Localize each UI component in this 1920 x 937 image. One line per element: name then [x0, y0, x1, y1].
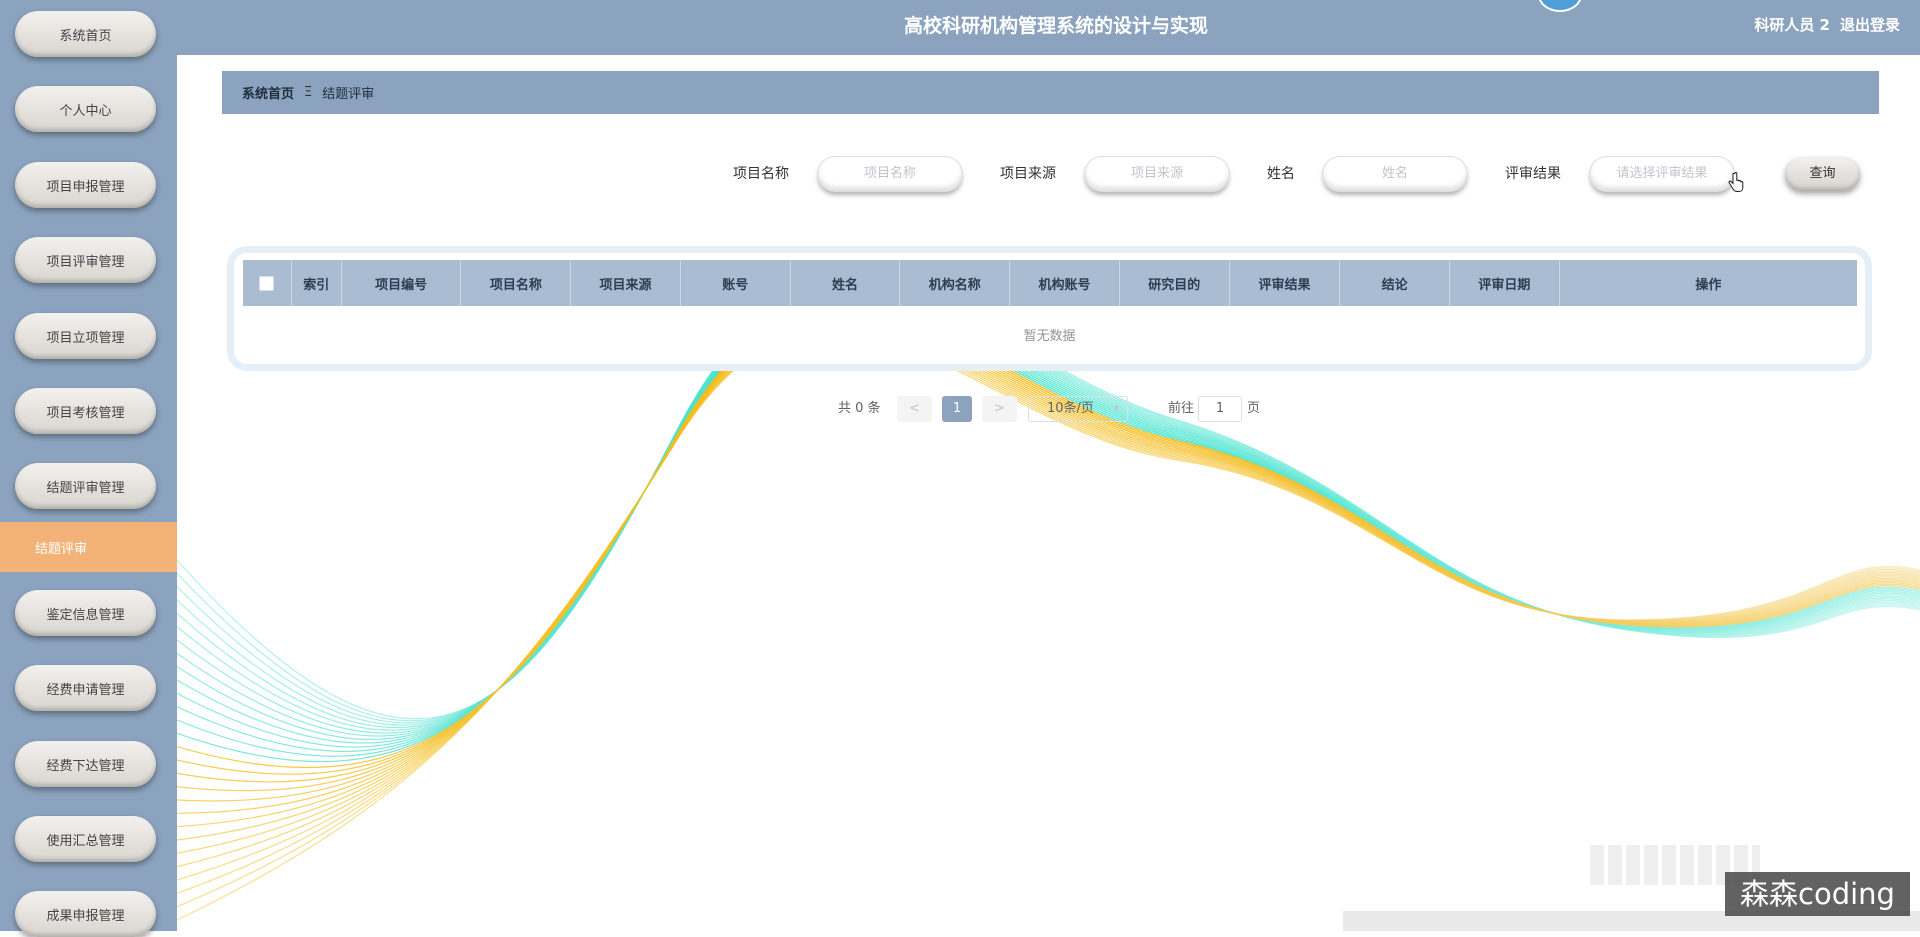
sidebar-item-home[interactable]: 系统首页	[15, 11, 156, 57]
col-header-review-date: 评审日期	[1450, 260, 1560, 306]
sidebar-item-project-application[interactable]: 项目申报管理	[15, 162, 156, 208]
username: 科研人员 2	[1754, 16, 1830, 34]
bottom-bar	[1343, 911, 1920, 931]
review-result-label: 评审结果	[1505, 166, 1561, 182]
col-header-actions: 操作	[1695, 277, 1722, 293]
col-header-project-name: 项目名称	[461, 260, 572, 306]
project-source-input[interactable]: 项目来源	[1085, 157, 1229, 191]
logout-link[interactable]: 退出登录	[1839, 16, 1900, 34]
page-suffix: 页	[1247, 401, 1261, 416]
top-header: 高校科研机构管理系统的设计与实现 科研人员 2 退出登录	[177, 0, 1920, 55]
app-title: 高校科研机构管理系统的设计与实现	[903, 15, 1208, 37]
sidebar-item-achievement-application[interactable]: 成果申报管理	[15, 891, 156, 937]
chevron-down-icon: ▾	[1113, 403, 1119, 414]
sidebar-item-project-assessment[interactable]: 项目考核管理	[15, 388, 156, 434]
breadcrumb-separator: Ξ	[304, 85, 313, 100]
sidebar-item-funding-application[interactable]: 经费申请管理	[15, 665, 156, 711]
table-header: 索引 项目编号 项目名称 项目来源 账号 姓名 机构名称 机构账号 研究目的 评…	[243, 260, 1857, 306]
user-area: 科研人员 2 退出登录	[1744, 0, 1900, 50]
col-header-project-source: 项目来源	[571, 260, 681, 306]
col-header-org-account: 机构账号	[1010, 260, 1120, 306]
select-all-checkbox[interactable]	[259, 275, 275, 291]
col-header-conclusion: 结论	[1340, 260, 1451, 306]
sidebar-subitem-completion-review[interactable]: 结题评审	[0, 522, 177, 572]
next-page-button[interactable]: >	[982, 396, 1017, 422]
project-name-label: 项目名称	[733, 166, 789, 182]
prev-page-button[interactable]: <	[897, 396, 932, 422]
sidebar-item-project-review[interactable]: 项目评审管理	[15, 237, 156, 283]
pagination-total: 共 0 条	[838, 401, 881, 416]
col-header-index: 索引	[292, 260, 342, 306]
sidebar-item-completion-review[interactable]: 结题评审管理	[15, 463, 156, 509]
query-button[interactable]: 查询	[1785, 157, 1860, 191]
background-waves	[177, 282, 1920, 921]
col-header-project-no: 项目编号	[342, 260, 462, 306]
data-table: 索引 项目编号 项目名称 项目来源 账号 姓名 机构名称 机构账号 研究目的 评…	[227, 246, 1872, 371]
empty-text: 暂无数据	[1023, 329, 1076, 344]
sidebar-item-project-approval[interactable]: 项目立项管理	[15, 313, 156, 359]
watermark: 森森coding	[1725, 872, 1910, 916]
hand-cursor-icon	[1728, 172, 1744, 192]
page-size-value: 10条/页	[1047, 401, 1094, 416]
sidebar-item-usage-summary[interactable]: 使用汇总管理	[15, 816, 156, 862]
col-header-research-purpose: 研究目的	[1120, 260, 1230, 306]
breadcrumb: 系统首页 Ξ 结题评审	[222, 71, 1879, 114]
breadcrumb-home[interactable]: 系统首页	[242, 87, 295, 102]
col-header-account: 账号	[681, 260, 791, 306]
goto-page-input[interactable]: 1	[1198, 396, 1242, 422]
project-source-label: 项目来源	[1000, 166, 1056, 182]
col-header-name: 姓名	[791, 260, 901, 306]
sidebar-item-funding-allocation[interactable]: 经费下达管理	[15, 741, 156, 787]
col-header-review-result: 评审结果	[1230, 260, 1341, 306]
goto-label: 前往	[1168, 401, 1195, 416]
review-result-select[interactable]: 请选择评审结果	[1590, 157, 1734, 191]
page-size-select[interactable]: 10条/页 ▾	[1028, 396, 1128, 422]
wave-line	[177, 331, 1920, 921]
page-number-1[interactable]: 1	[942, 396, 972, 422]
col-header-org-name: 机构名称	[900, 260, 1011, 306]
sidebar: 系统首页 个人中心 项目申报管理 项目评审管理 项目立项管理 项目考核管理 结题…	[0, 0, 177, 937]
name-input[interactable]: 姓名	[1323, 157, 1467, 191]
project-name-input[interactable]: 项目名称	[818, 157, 962, 191]
wave-line	[177, 308, 1920, 769]
breadcrumb-current: 结题评审	[322, 87, 375, 102]
name-label: 姓名	[1267, 166, 1295, 182]
sidebar-item-appraisal-info[interactable]: 鉴定信息管理	[15, 590, 156, 636]
wave-line	[177, 306, 1920, 763]
select-all-cell	[243, 260, 292, 306]
sidebar-item-personal-center[interactable]: 个人中心	[15, 86, 156, 132]
